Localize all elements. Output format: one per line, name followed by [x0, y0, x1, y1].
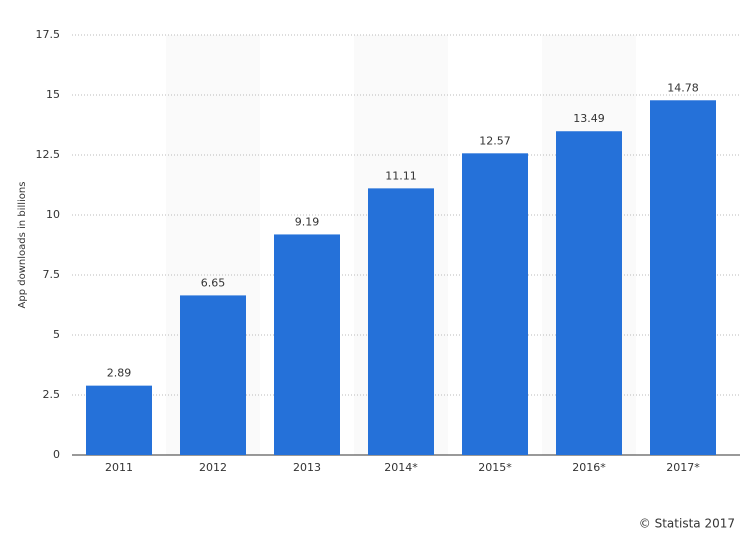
x-tick-label: 2017* — [666, 461, 700, 474]
y-tick-label: 7.5 — [43, 268, 61, 281]
x-tick-label: 2013 — [293, 461, 321, 474]
y-axis-label: App downloads in billions — [17, 182, 28, 309]
bar — [180, 295, 246, 455]
value-label: 9.19 — [295, 215, 320, 228]
x-tick-label: 2015* — [478, 461, 512, 474]
x-tick-label: 2012 — [199, 461, 227, 474]
y-tick-label: 10 — [46, 208, 60, 221]
x-tick-label: 2016* — [572, 461, 606, 474]
y-tick-label: 17.5 — [36, 28, 61, 41]
value-label: 2.89 — [107, 367, 132, 380]
value-label: 13.49 — [573, 112, 605, 125]
value-label: 11.11 — [385, 169, 417, 182]
y-tick-label: 5 — [53, 328, 60, 341]
y-tick-label: 12.5 — [36, 148, 61, 161]
bar — [556, 131, 622, 456]
bar — [274, 234, 340, 455]
value-label: 14.78 — [667, 81, 699, 94]
y-tick-label: 0 — [53, 448, 60, 461]
y-tick-label: 2.5 — [43, 388, 61, 401]
y-tick-label: 15 — [46, 88, 60, 101]
x-tick-label: 2011 — [105, 461, 133, 474]
value-label: 6.65 — [201, 276, 226, 289]
credit: © Statista 2017 — [639, 517, 735, 531]
x-tick-label: 2014* — [384, 461, 418, 474]
bar — [368, 188, 434, 456]
value-label: 12.57 — [479, 134, 511, 147]
bar — [462, 153, 528, 455]
bar — [650, 100, 716, 455]
bar — [86, 385, 152, 455]
